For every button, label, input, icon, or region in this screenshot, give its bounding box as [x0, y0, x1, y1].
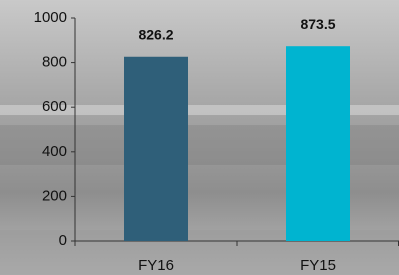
y-tick-label: 0: [59, 232, 67, 249]
y-tick-label: 1000: [34, 9, 67, 26]
bar: [124, 57, 188, 241]
chart: 0 200 400 600 800 1000 FY16 826.2 FY15 873.5: [0, 0, 399, 275]
value-label: 826.2: [138, 26, 173, 42]
value-label: 873.5: [300, 16, 335, 32]
page: {"chart_data": {"type": "bar", "categori…: [0, 0, 399, 275]
y-tick-label: 800: [42, 54, 67, 71]
x-tick-label: FY16: [138, 257, 174, 274]
x-tick-label: FY15: [300, 257, 336, 274]
bar: [286, 46, 350, 241]
y-tick-label: 200: [42, 187, 67, 204]
y-tick-label: 400: [42, 143, 67, 160]
y-tick-label: 600: [42, 98, 67, 115]
